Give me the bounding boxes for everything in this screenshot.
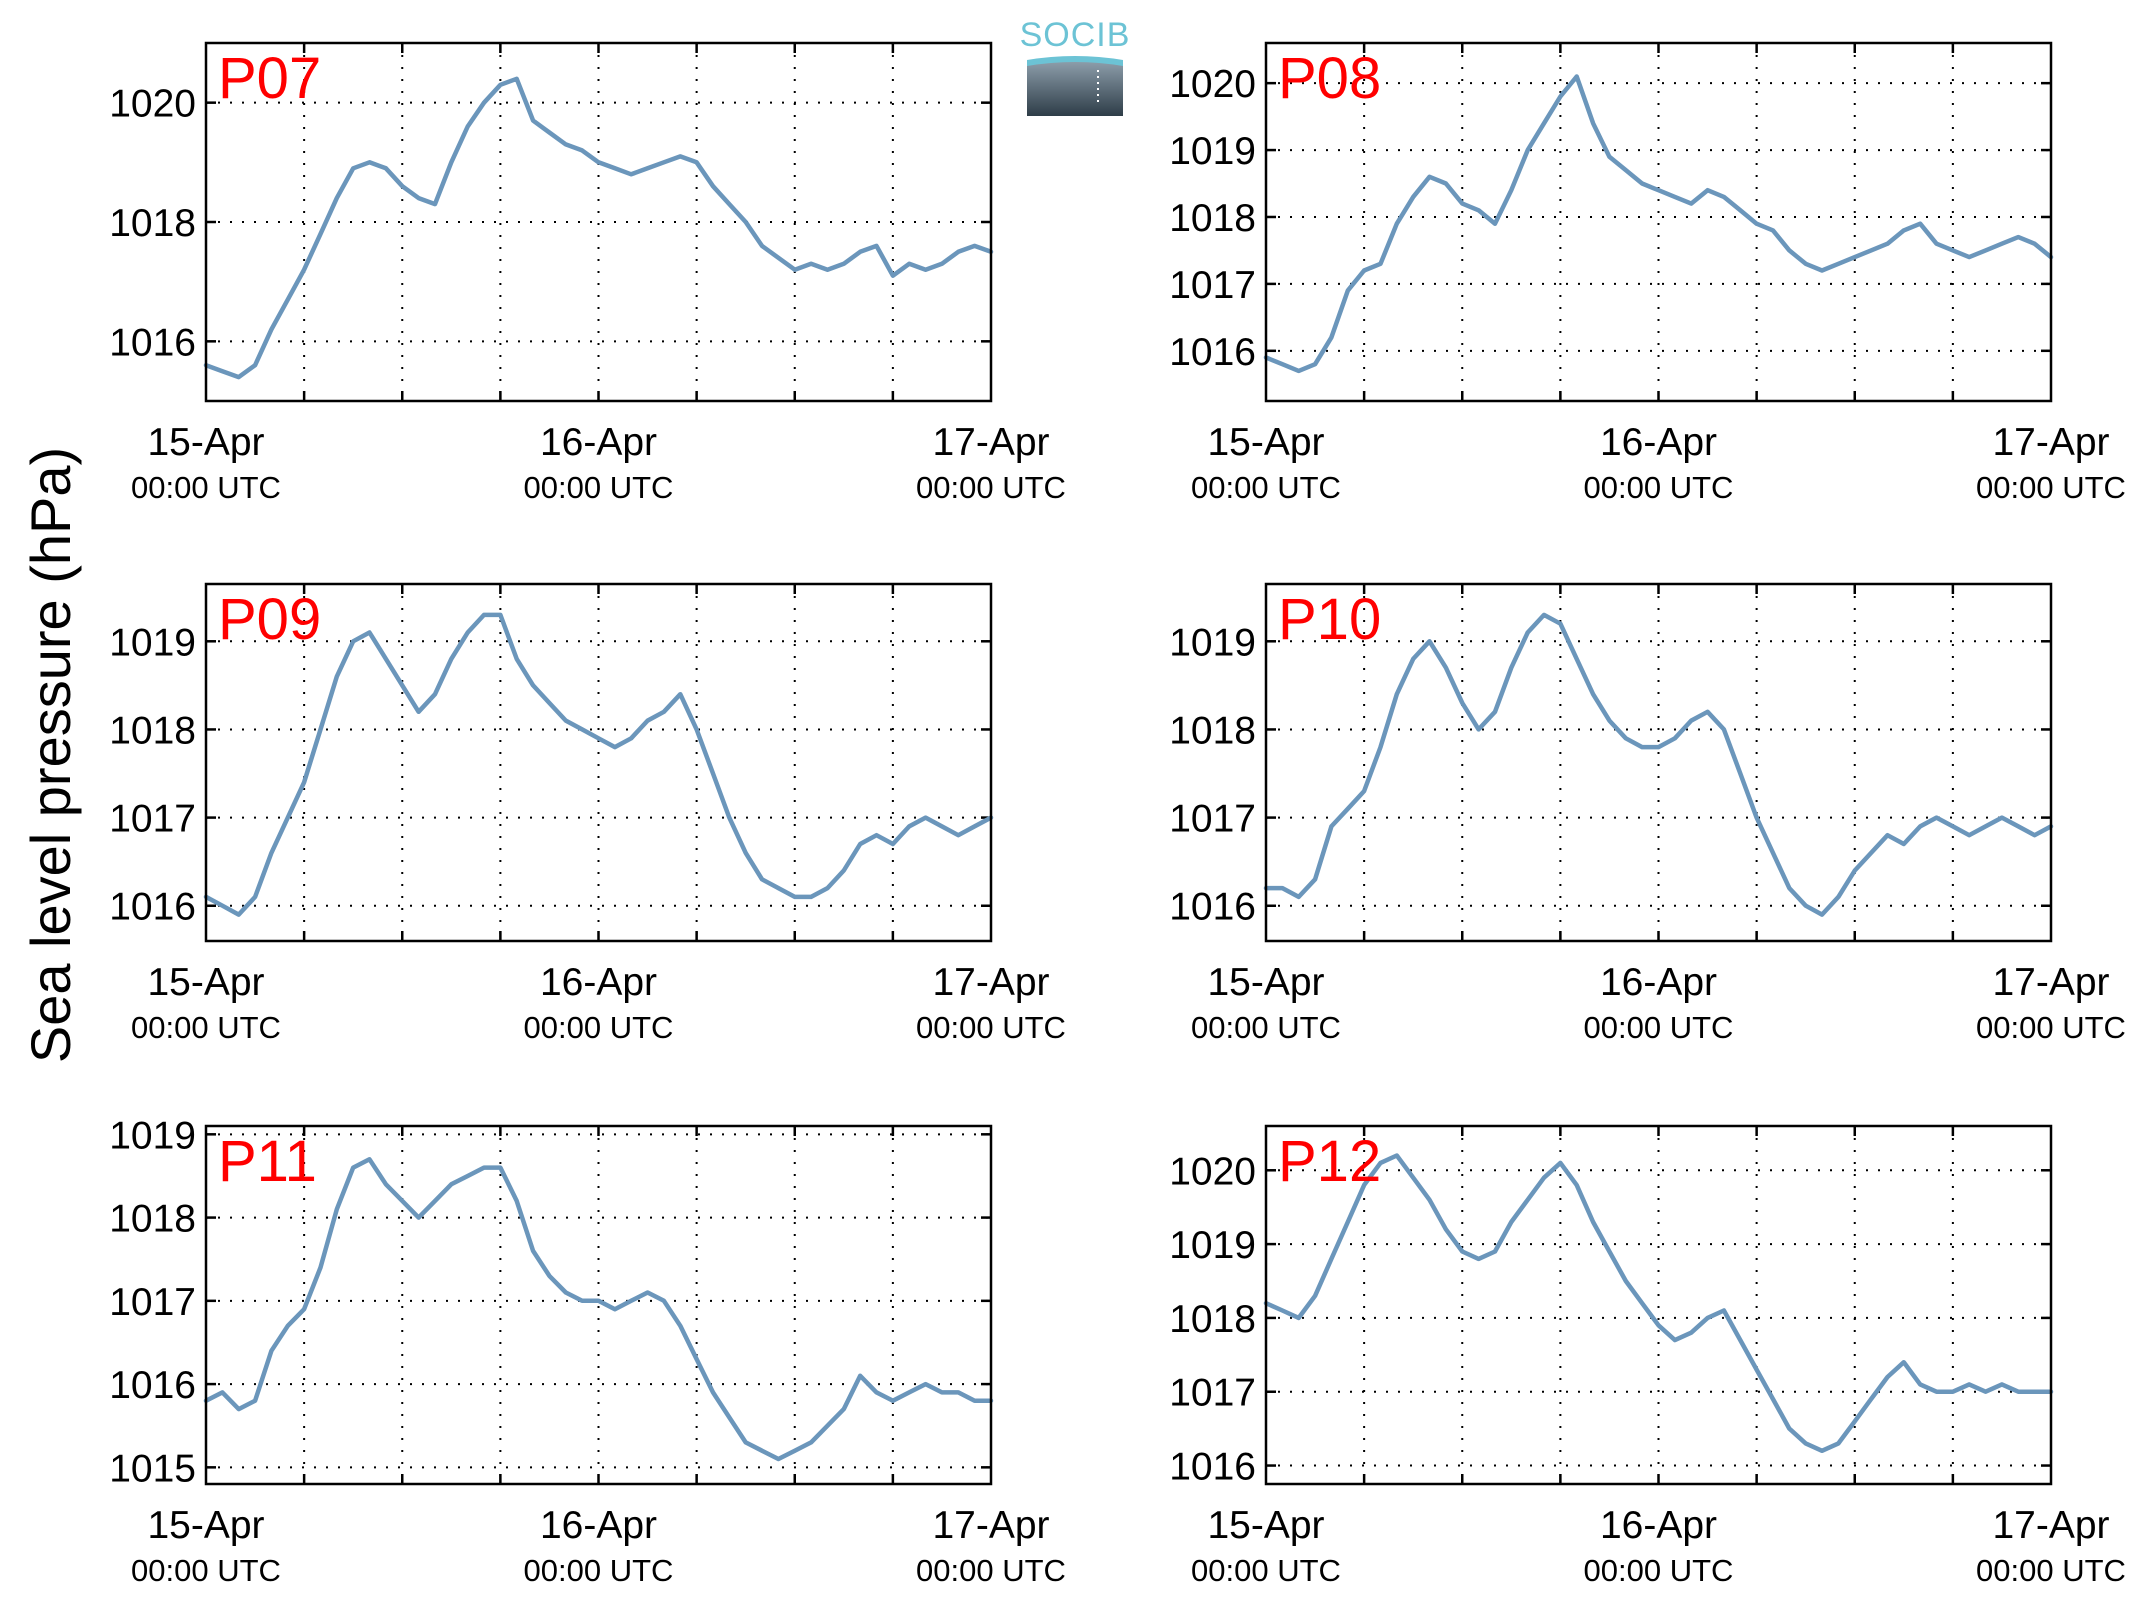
y-tick-label: 1018	[109, 202, 196, 245]
y-tick-label: 1016	[109, 1364, 196, 1407]
x-tick-time-label: 00:00 UTC	[1584, 1553, 1734, 1588]
x-tick-date-label: 15-Apr	[1207, 1504, 1324, 1547]
x-tick-time-label: 00:00 UTC	[1584, 470, 1734, 505]
x-tick-time-label: 00:00 UTC	[1976, 1553, 2126, 1588]
x-tick-date-label: 16-Apr	[1600, 421, 1717, 464]
y-tick-label: 1018	[1169, 197, 1256, 240]
logo-text: SOCIB	[1020, 16, 1131, 54]
pressure-series-line	[203, 1157, 994, 1462]
y-tick-label: 1020	[1169, 63, 1256, 106]
y-tick-label: 1019	[1169, 621, 1256, 664]
pressure-series-line	[1263, 1153, 2054, 1454]
panel-p09: 1016 1017 1018 1019 15-Apr 00:00 UTC 16-Apr 00:…	[109, 582, 1066, 1045]
x-tick-time-label: 00:00 UTC	[1191, 1010, 1341, 1045]
y-tick-label: 1017	[109, 798, 196, 841]
panel-title: P07	[218, 46, 321, 111]
x-tick-date-label: 16-Apr	[540, 421, 657, 464]
y-axis-label: Sea level pressure (hPa)	[19, 447, 82, 1063]
panel-p07: 1016 1018 1020 15-Apr 00:00 UTC 16-Apr 00:00 U…	[109, 41, 1066, 505]
y-tick-label: 1016	[109, 321, 196, 364]
pressure-series-line	[1263, 612, 2054, 917]
y-tick-label: 1016	[1169, 886, 1256, 929]
x-tick-date-label: 17-Apr	[1992, 961, 2109, 1004]
x-tick-date-label: 16-Apr	[1600, 961, 1717, 1004]
x-tick-date-label: 17-Apr	[932, 421, 1049, 464]
panel-title: P10	[1278, 587, 1381, 652]
x-tick-date-label: 17-Apr	[932, 961, 1049, 1004]
panel-p12: 1016 1017 1018 1019 1020 15-Apr 00:00 UTC 16-Ap…	[1169, 1124, 2126, 1588]
panel-title: P08	[1278, 46, 1381, 111]
pressure-series-line	[203, 612, 994, 917]
axes-frame	[204, 41, 993, 403]
x-tick-date-label: 15-Apr	[147, 1504, 264, 1547]
axes-frame	[1264, 1124, 2053, 1486]
x-tick-time-label: 00:00 UTC	[131, 470, 281, 505]
x-tick-date-label: 15-Apr	[1207, 961, 1324, 1004]
x-tick-date-label: 16-Apr	[1600, 1504, 1717, 1547]
y-tick-label: 1019	[1169, 1224, 1256, 1267]
socib-logo: SOCIB	[1020, 16, 1131, 116]
y-tick-label: 1019	[109, 621, 196, 664]
axes-frame	[1264, 41, 2053, 403]
panel-p11: 1015 1016 1017 1018 1019 15-Apr 00:00 UTC 16-Ap…	[109, 1114, 1066, 1588]
x-tick-date-label: 16-Apr	[540, 1504, 657, 1547]
y-tick-label: 1020	[109, 83, 196, 126]
x-tick-date-label: 17-Apr	[932, 1504, 1049, 1547]
axes-frame	[204, 1124, 993, 1486]
y-tick-label: 1018	[1169, 709, 1256, 752]
x-tick-time-label: 00:00 UTC	[1191, 470, 1341, 505]
y-tick-label: 1015	[109, 1447, 196, 1490]
y-tick-label: 1017	[1169, 264, 1256, 307]
x-tick-date-label: 17-Apr	[1992, 421, 2109, 464]
x-tick-time-label: 00:00 UTC	[916, 1010, 1066, 1045]
y-tick-label: 1018	[1169, 1298, 1256, 1341]
y-tick-label: 1020	[1169, 1150, 1256, 1193]
panel-title: P11	[218, 1129, 317, 1194]
x-tick-time-label: 00:00 UTC	[1584, 1010, 1734, 1045]
axes-frame	[1264, 582, 2053, 943]
y-tick-label: 1017	[109, 1281, 196, 1324]
y-tick-label: 1019	[109, 1114, 196, 1157]
axes-frame	[204, 582, 993, 943]
x-tick-time-label: 00:00 UTC	[1976, 1010, 2126, 1045]
x-tick-date-label: 15-Apr	[147, 421, 264, 464]
x-tick-date-label: 17-Apr	[1992, 1504, 2109, 1547]
pressure-series-line	[203, 76, 994, 380]
x-tick-date-label: 16-Apr	[540, 961, 657, 1004]
y-tick-label: 1019	[1169, 130, 1256, 173]
panel-p08: 1016 1017 1018 1019 1020 15-Apr 00:00 UTC 16-Ap…	[1169, 41, 2126, 505]
x-tick-time-label: 00:00 UTC	[916, 470, 1066, 505]
y-tick-label: 1018	[109, 709, 196, 752]
x-tick-date-label: 15-Apr	[147, 961, 264, 1004]
pressure-series-line	[1263, 74, 2054, 374]
panel-p10: 1016 1017 1018 1019 15-Apr 00:00 UTC 16-Apr 00:…	[1169, 582, 2126, 1045]
y-tick-label: 1016	[1169, 331, 1256, 374]
x-tick-date-label: 15-Apr	[1207, 421, 1324, 464]
x-tick-time-label: 00:00 UTC	[524, 470, 674, 505]
y-tick-label: 1016	[1169, 1446, 1256, 1489]
panel-title: P09	[218, 587, 321, 652]
y-tick-label: 1018	[109, 1198, 196, 1241]
x-tick-time-label: 00:00 UTC	[524, 1553, 674, 1588]
panel-title: P12	[1278, 1129, 1381, 1194]
y-tick-label: 1017	[1169, 1372, 1256, 1415]
y-tick-label: 1016	[109, 886, 196, 929]
x-tick-time-label: 00:00 UTC	[131, 1553, 281, 1588]
x-tick-time-label: 00:00 UTC	[1191, 1553, 1341, 1588]
x-tick-time-label: 00:00 UTC	[131, 1010, 281, 1045]
y-tick-label: 1017	[1169, 798, 1256, 841]
x-tick-time-label: 00:00 UTC	[524, 1010, 674, 1045]
x-tick-time-label: 00:00 UTC	[916, 1553, 1066, 1588]
x-tick-time-label: 00:00 UTC	[1976, 470, 2126, 505]
